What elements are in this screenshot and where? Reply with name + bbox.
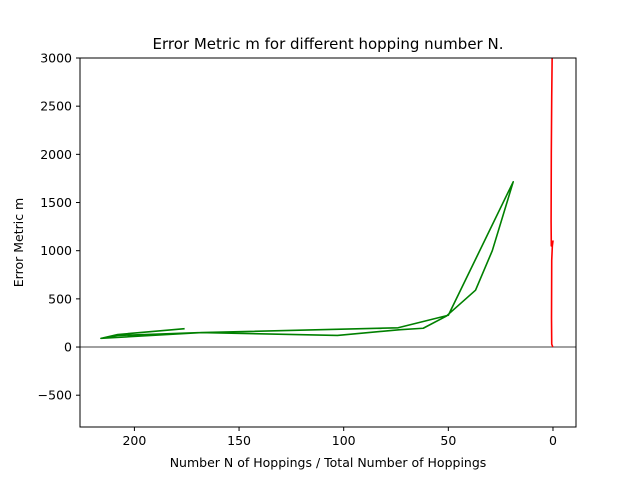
y-tick-label: 2500 <box>40 99 72 114</box>
plot-background <box>80 58 576 427</box>
series-line-2 <box>550 57 554 348</box>
y-tick-label: 1500 <box>40 195 72 210</box>
plot-area <box>79 57 577 428</box>
y-axis: −500 0 500 1000 1500 2000 2500 3000 <box>38 51 80 403</box>
x-tick-label: 150 <box>227 433 251 448</box>
axes-frame <box>79 57 577 428</box>
x-tick-label: 50 <box>440 433 456 448</box>
y-tick-label: 1000 <box>40 243 72 258</box>
x-tick-label: 100 <box>332 433 356 448</box>
y-tick-label: 0 <box>64 340 72 355</box>
y-tick-label: 2000 <box>40 147 72 162</box>
series-line-1 <box>100 181 515 340</box>
chart-title: Error Metric m for different hopping num… <box>153 35 504 53</box>
x-axis-label: Number N of Hoppings / Total Number of H… <box>170 455 487 470</box>
x-tick-label: 0 <box>549 433 557 448</box>
y-tick-label: 500 <box>48 291 72 306</box>
x-tick-label: 200 <box>122 433 146 448</box>
y-axis-label: Error Metric m <box>11 198 26 287</box>
y-tick-label: −500 <box>38 388 72 403</box>
series-layer <box>100 57 554 348</box>
y-tick-label: 3000 <box>40 51 72 66</box>
x-axis: 200 150 100 50 0 <box>122 427 557 448</box>
